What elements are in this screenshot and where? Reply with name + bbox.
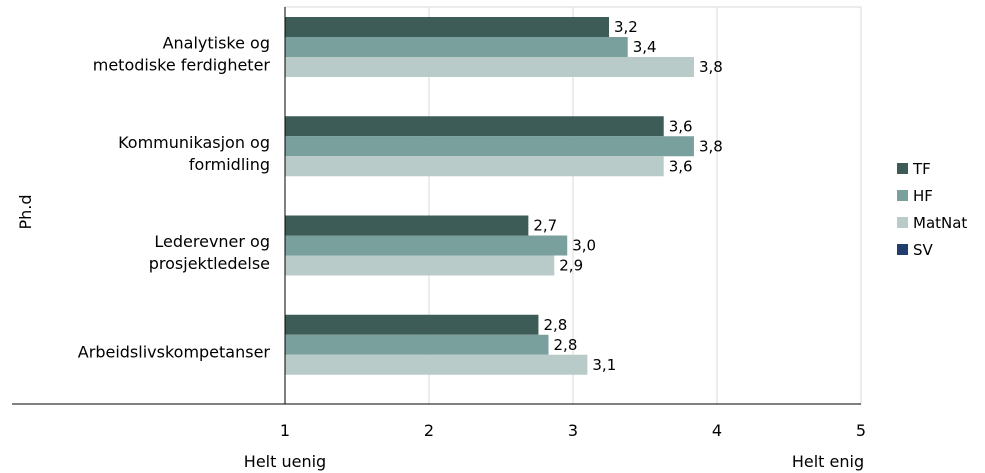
legend-label-sv: SV bbox=[913, 240, 933, 259]
legend-swatch-sv bbox=[897, 244, 908, 255]
data-label: 3,6 bbox=[669, 117, 693, 135]
legend-swatch-matnat bbox=[897, 217, 908, 228]
legend: TF HF MatNat SV bbox=[897, 155, 967, 263]
x-tick-label: 3 bbox=[568, 421, 578, 440]
category-label: Arbeidslivskompetanser bbox=[78, 342, 271, 361]
data-label: 2,9 bbox=[559, 257, 583, 275]
category-label: Lederevner og bbox=[154, 232, 270, 251]
bar-matnat bbox=[285, 255, 555, 276]
category-label: formidling bbox=[189, 155, 270, 174]
x-tick-label: 4 bbox=[712, 421, 722, 440]
legend-item-sv: SV bbox=[897, 236, 967, 263]
category-label: Analytiske og bbox=[163, 34, 270, 53]
legend-item-hf: HF bbox=[897, 182, 967, 209]
data-label: 3,8 bbox=[699, 137, 723, 155]
x-tick-label: 5 bbox=[856, 421, 866, 440]
bar-tf bbox=[285, 17, 609, 37]
data-label: 3,2 bbox=[614, 18, 638, 36]
legend-label-hf: HF bbox=[913, 186, 933, 205]
bar-hf bbox=[285, 334, 549, 355]
data-label: 2,8 bbox=[543, 316, 567, 334]
category-label: metodiske ferdigheter bbox=[93, 56, 271, 75]
data-label: 2,8 bbox=[554, 336, 578, 354]
bar-hf bbox=[285, 235, 568, 256]
x-endpoint-label-low: Helt uenig bbox=[244, 452, 326, 471]
bar-matnat bbox=[285, 354, 588, 375]
legend-swatch-tf bbox=[897, 163, 908, 174]
x-endpoint-label-high: Helt enig bbox=[792, 452, 864, 471]
bar-tf bbox=[285, 215, 529, 236]
data-label: 3,1 bbox=[592, 356, 616, 374]
legend-swatch-hf bbox=[897, 190, 908, 201]
bar-hf bbox=[285, 37, 628, 57]
legend-item-matnat: MatNat bbox=[897, 209, 967, 236]
data-label: 3,4 bbox=[633, 38, 657, 56]
bar-tf bbox=[285, 314, 539, 335]
bar-tf bbox=[285, 116, 664, 137]
legend-label-matnat: MatNat bbox=[913, 213, 968, 232]
group-axis-label: Ph.d bbox=[16, 194, 35, 229]
data-label: 3,8 bbox=[699, 58, 723, 76]
legend-label-tf: TF bbox=[913, 159, 931, 178]
x-tick-label: 2 bbox=[424, 421, 434, 440]
category-label: prosjektledelse bbox=[149, 254, 270, 273]
bar-matnat bbox=[285, 156, 664, 177]
legend-item-tf: TF bbox=[897, 155, 967, 182]
bar-hf bbox=[285, 136, 694, 157]
category-label: Kommunikasjon og bbox=[118, 133, 270, 152]
bar-matnat bbox=[285, 57, 694, 77]
data-label: 3,6 bbox=[669, 157, 693, 175]
x-tick-label: 1 bbox=[280, 421, 290, 440]
data-label: 2,7 bbox=[533, 217, 557, 235]
data-label: 3,0 bbox=[572, 237, 596, 255]
